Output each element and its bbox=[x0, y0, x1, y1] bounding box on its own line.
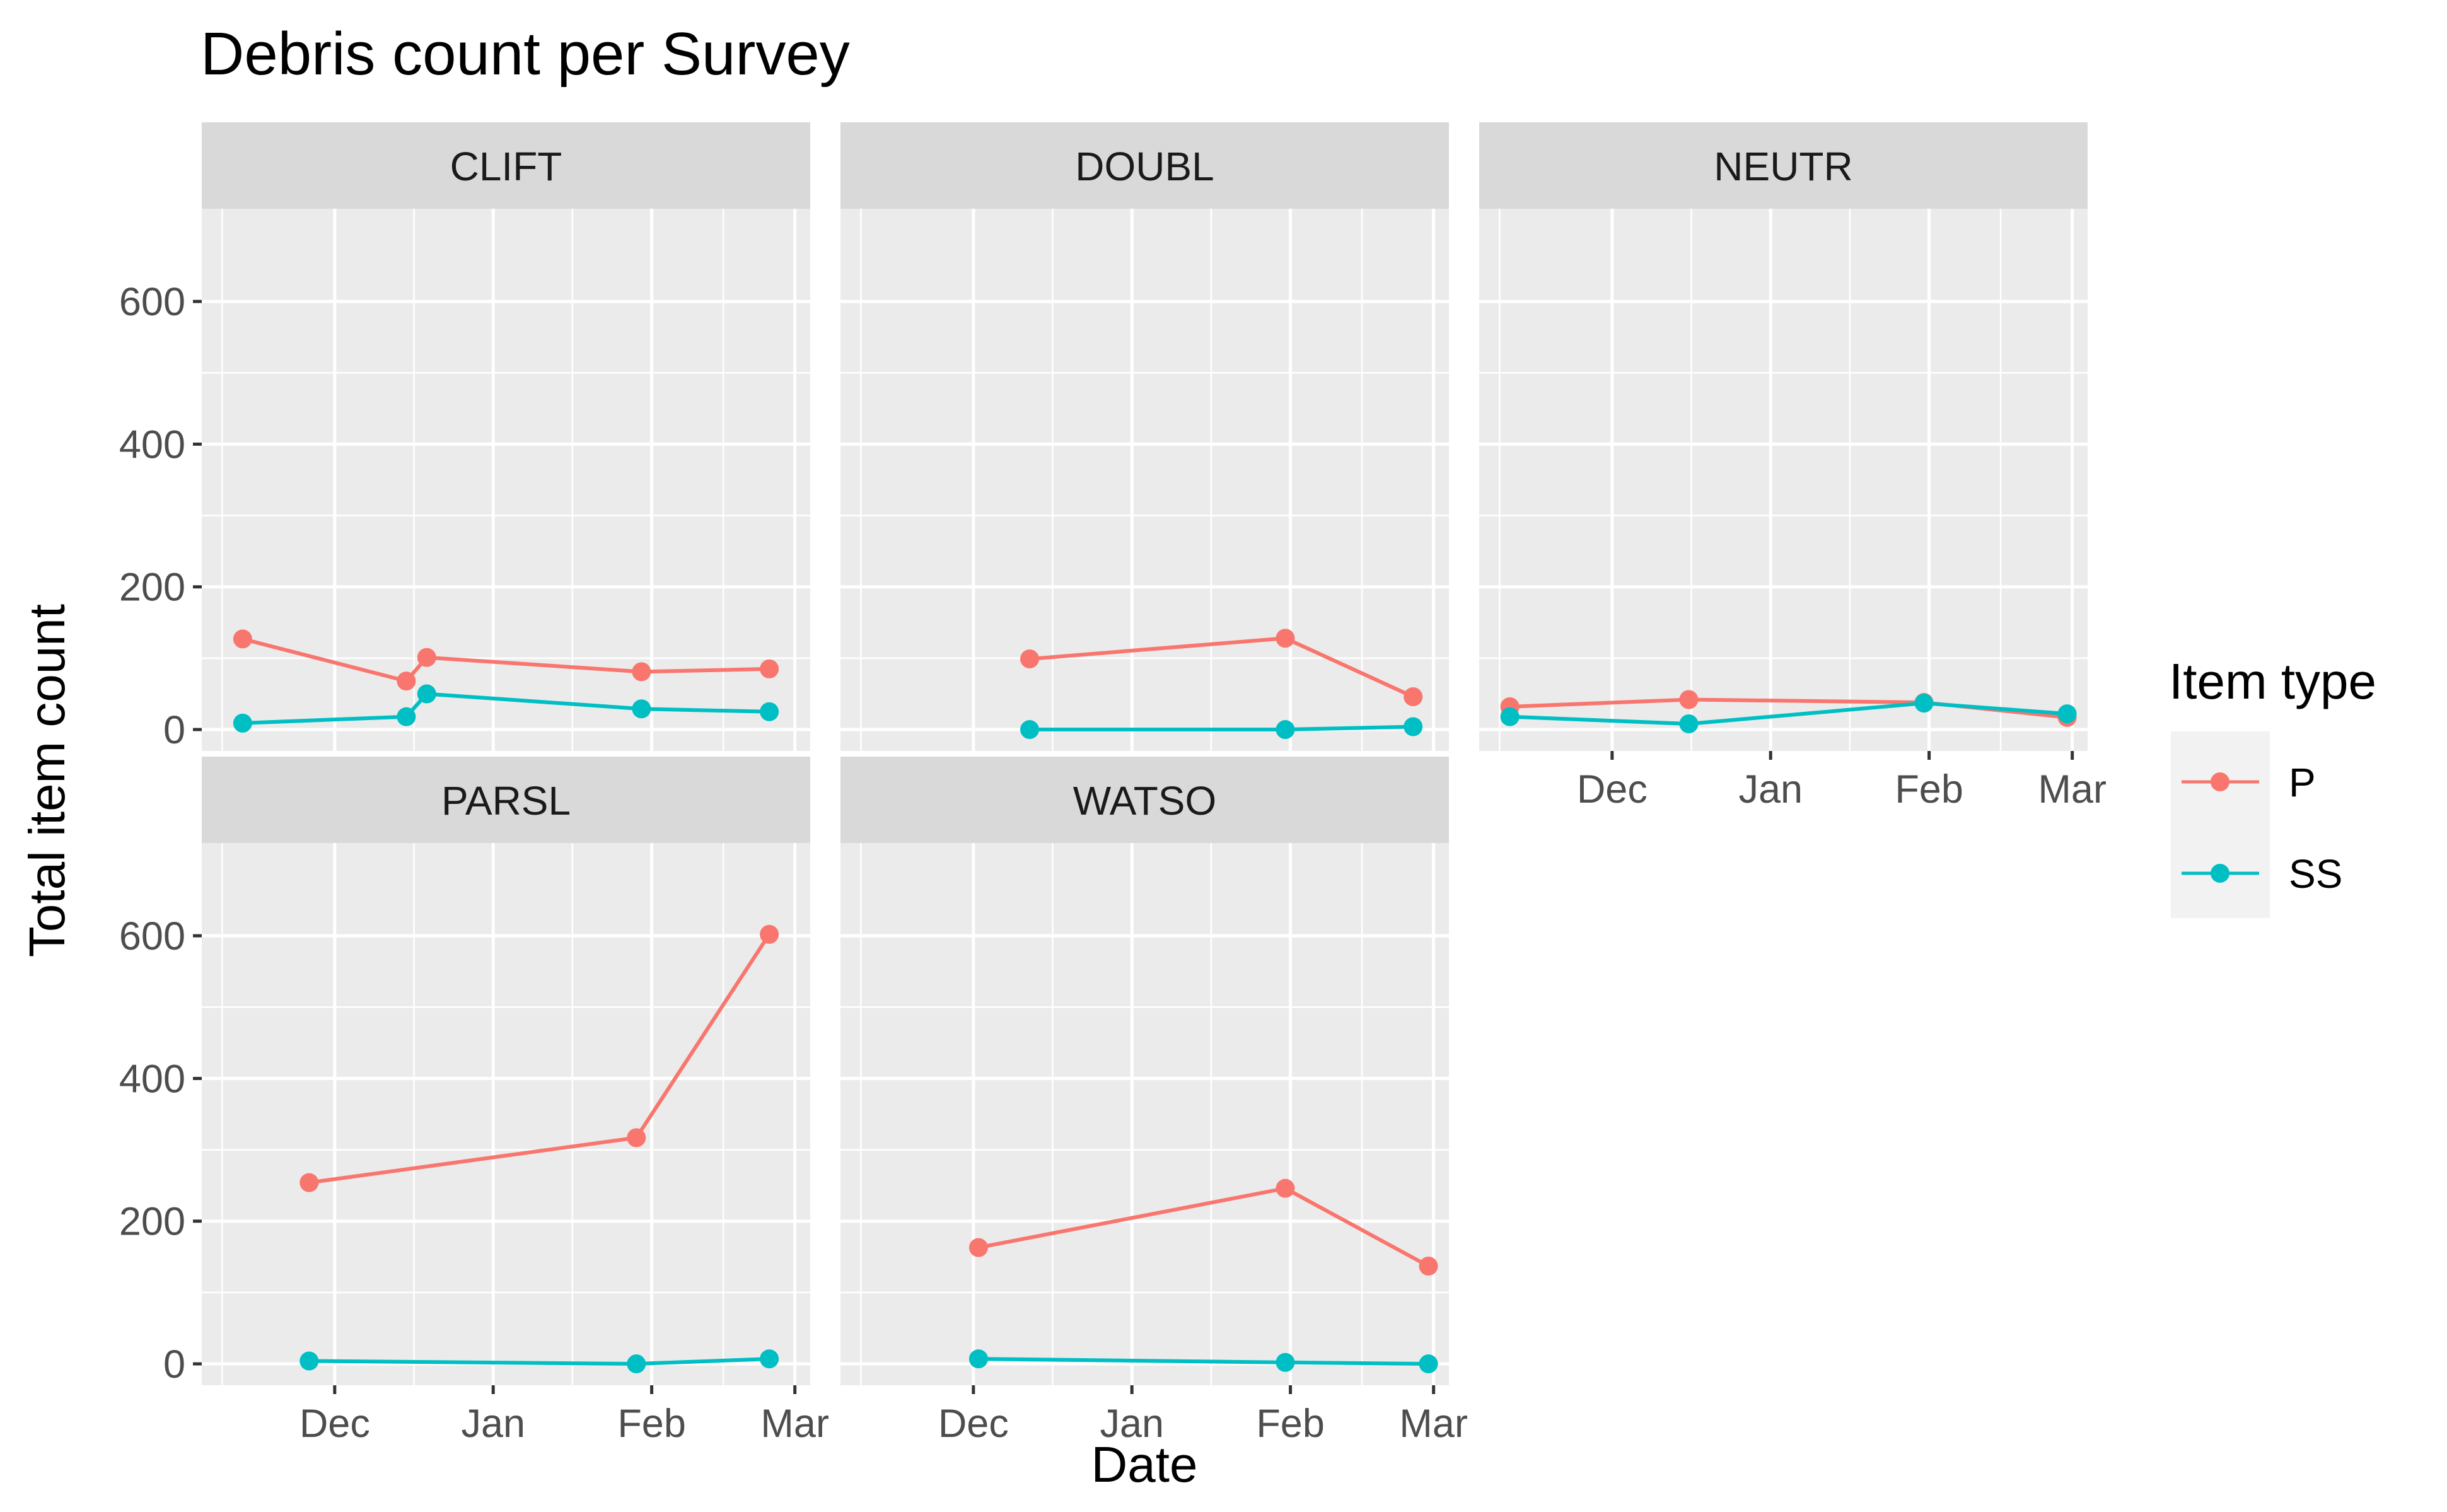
facet-label-doubl: DOUBL bbox=[1075, 144, 1214, 189]
data-point-watso-ss bbox=[1276, 1352, 1295, 1372]
data-point-neutr-p bbox=[1679, 690, 1699, 709]
facet-label-neutr: NEUTR bbox=[1714, 144, 1852, 189]
data-point-watso-ss bbox=[968, 1349, 988, 1369]
y-tick-label: 0 bbox=[163, 1342, 185, 1387]
data-point-watso-p bbox=[968, 1238, 988, 1257]
x-axis-title: Date bbox=[1091, 1436, 1198, 1492]
facet-label-watso: WATSO bbox=[1073, 778, 1217, 823]
data-point-watso-ss bbox=[1419, 1354, 1438, 1374]
data-point-doubl-p bbox=[1276, 629, 1295, 648]
x-tick-label: Feb bbox=[1895, 767, 1963, 811]
facet-strip-watso bbox=[840, 757, 1449, 843]
x-tick-label: Dec bbox=[938, 1402, 1009, 1446]
y-tick-label: 600 bbox=[119, 914, 185, 958]
data-point-neutr-ss bbox=[1500, 707, 1520, 726]
legend-key-point-p bbox=[2211, 772, 2229, 791]
y-tick-label: 0 bbox=[163, 708, 185, 752]
y-tick-label: 400 bbox=[119, 422, 185, 467]
plot-area-clift bbox=[202, 209, 810, 751]
data-point-doubl-p bbox=[1020, 649, 1040, 669]
data-point-clift-ss bbox=[760, 702, 779, 721]
x-tick-label: Mar bbox=[1399, 1402, 1468, 1446]
data-point-parsl-ss bbox=[627, 1354, 646, 1374]
y-tick-label: 600 bbox=[119, 280, 185, 324]
data-point-doubl-ss bbox=[1020, 720, 1040, 740]
series-line-neutr-ss bbox=[1509, 701, 2067, 726]
legend-key-background bbox=[2171, 731, 2270, 918]
facet-strip-neutr bbox=[1479, 122, 2088, 209]
x-tick-label: Feb bbox=[617, 1402, 686, 1446]
data-point-parsl-ss bbox=[760, 1349, 779, 1369]
facet-panel-doubl: DOUBL bbox=[840, 122, 1449, 751]
plot-area-watso bbox=[840, 843, 1449, 1385]
legend-key-point-ss bbox=[2211, 864, 2229, 883]
x-tick-label: Jan bbox=[1738, 767, 1803, 811]
facet-panel-neutr: NEUTR Dec Jan Feb Mar bbox=[1479, 122, 2107, 811]
facet-strip-clift bbox=[202, 122, 810, 209]
x-tick-label: Jan bbox=[461, 1402, 525, 1446]
y-tick-label: 200 bbox=[119, 1200, 185, 1244]
data-point-clift-p bbox=[233, 629, 252, 649]
data-point-parsl-p bbox=[299, 1173, 319, 1192]
data-point-neutr-ss bbox=[2057, 704, 2077, 724]
plot-area-neutr bbox=[1479, 209, 2088, 751]
legend-label-p: P bbox=[2289, 760, 2316, 805]
x-tick-label: Mar bbox=[760, 1402, 829, 1446]
data-point-clift-p bbox=[760, 659, 779, 678]
data-point-doubl-ss bbox=[1404, 717, 1423, 736]
chart-title: Debris count per Survey bbox=[201, 20, 850, 88]
data-point-clift-p bbox=[397, 672, 416, 691]
facet-strip-parsl bbox=[202, 757, 810, 843]
y-axis-title: Total item count bbox=[19, 604, 75, 957]
facet-panel-watso: WATSO Dec Jan Feb Mar bbox=[840, 757, 1468, 1446]
data-point-watso-p bbox=[1276, 1178, 1295, 1198]
y-tick-label: 400 bbox=[119, 1057, 185, 1101]
data-point-doubl-p bbox=[1404, 687, 1423, 706]
x-tick-label: Dec bbox=[299, 1402, 370, 1446]
data-point-clift-ss bbox=[632, 699, 651, 719]
legend-title: Item type bbox=[2169, 653, 2376, 709]
x-tick-label: Feb bbox=[1256, 1402, 1325, 1446]
x-tick-label: Jan bbox=[1100, 1402, 1164, 1446]
facet-label-parsl: PARSL bbox=[441, 778, 571, 823]
data-point-neutr-ss bbox=[1914, 694, 1934, 713]
data-point-parsl-p bbox=[627, 1128, 646, 1148]
data-point-doubl-ss bbox=[1276, 720, 1295, 740]
facet-label-clift: CLIFT bbox=[450, 144, 562, 189]
facet-strip-doubl bbox=[840, 122, 1449, 209]
data-point-clift-p bbox=[632, 662, 651, 682]
data-point-clift-ss bbox=[417, 684, 436, 704]
data-point-watso-p bbox=[1419, 1257, 1438, 1276]
data-point-neutr-ss bbox=[1679, 714, 1699, 733]
x-tick-label: Mar bbox=[2038, 767, 2107, 811]
plot-area-doubl bbox=[840, 209, 1449, 751]
data-point-parsl-p bbox=[760, 924, 779, 944]
facet-panel-parsl: PARSL 0 200 400 600 Dec Jan Feb Mar bbox=[119, 757, 829, 1446]
data-point-clift-ss bbox=[233, 713, 252, 733]
x-tick-label: Dec bbox=[1577, 767, 1648, 811]
data-point-clift-ss bbox=[397, 707, 416, 726]
plot-area-parsl bbox=[202, 843, 810, 1385]
legend-label-ss: SS bbox=[2289, 851, 2342, 897]
data-point-parsl-ss bbox=[299, 1351, 319, 1371]
data-point-clift-p bbox=[417, 648, 436, 667]
legend: Item type P SS bbox=[2169, 653, 2376, 918]
facet-panel-clift: CLIFT 0 200 400 600 bbox=[119, 122, 810, 752]
y-tick-label: 200 bbox=[119, 566, 185, 610]
